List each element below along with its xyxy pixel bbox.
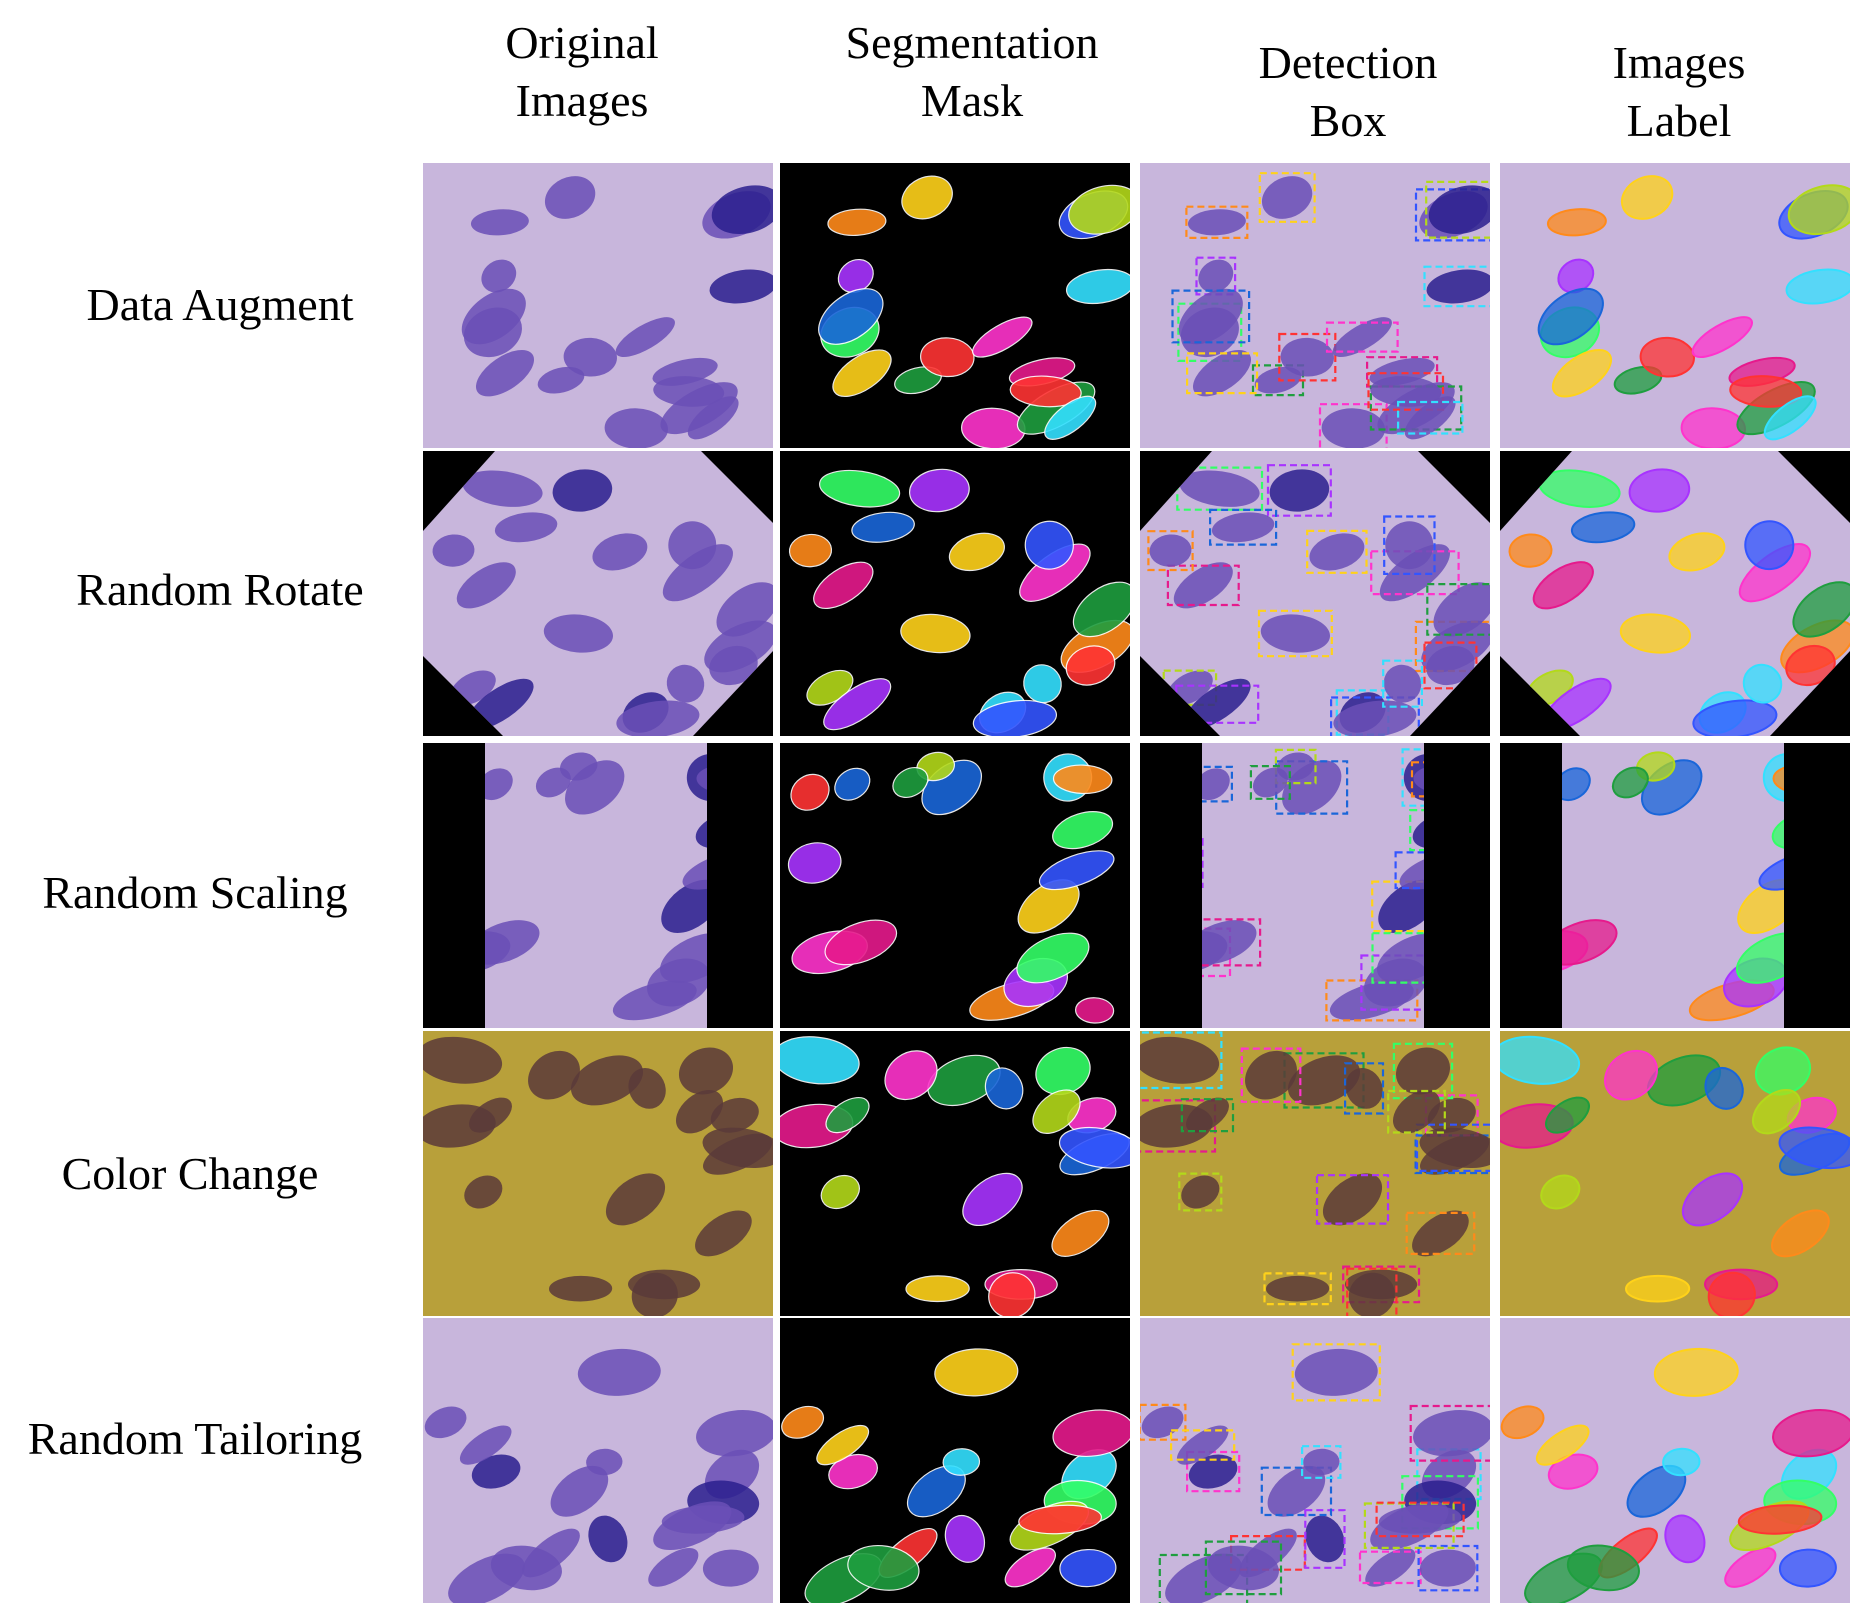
column-header-detection-box: Detection Box bbox=[1258, 37, 1438, 146]
panel-scale-label bbox=[1500, 743, 1850, 1028]
row-label-color-change: Color Change bbox=[61, 1148, 319, 1199]
panel-augment-original bbox=[423, 163, 773, 448]
row-label-random-tailoring: Random Tailoring bbox=[27, 1413, 363, 1464]
panel-tailor-label bbox=[1500, 1318, 1850, 1603]
row-label-random-rotate: Random Rotate bbox=[76, 564, 364, 615]
column-header-segmentation-mask: Segmentation Mask bbox=[845, 17, 1099, 126]
panel-rotate-mask bbox=[780, 451, 1130, 736]
panel-tailor-mask bbox=[780, 1318, 1130, 1603]
panel-augment-box bbox=[1140, 163, 1490, 448]
panel-rotate-original bbox=[423, 451, 773, 736]
panel-rotate-box bbox=[1140, 451, 1490, 736]
panel-color-original bbox=[423, 1031, 773, 1316]
panel-color-box bbox=[1140, 1031, 1490, 1316]
panel-tailor-original bbox=[423, 1318, 773, 1603]
panel-rotate-label bbox=[1500, 451, 1850, 736]
panel-color-mask bbox=[780, 1031, 1130, 1316]
row-label-random-scaling: Random Scaling bbox=[42, 867, 348, 918]
panel-scale-mask bbox=[780, 743, 1130, 1028]
panel-augment-mask bbox=[780, 163, 1130, 448]
panel-augment-label bbox=[1500, 163, 1850, 448]
column-header-original-images: Original Images bbox=[505, 17, 659, 126]
panel-scale-original bbox=[423, 743, 773, 1028]
row-label-data-augment: Data Augment bbox=[86, 279, 354, 330]
panel-tailor-box bbox=[1140, 1318, 1490, 1603]
panel-scale-box bbox=[1140, 743, 1490, 1028]
column-header-images-label: Images Label bbox=[1612, 37, 1746, 146]
panel-color-label bbox=[1500, 1031, 1850, 1316]
